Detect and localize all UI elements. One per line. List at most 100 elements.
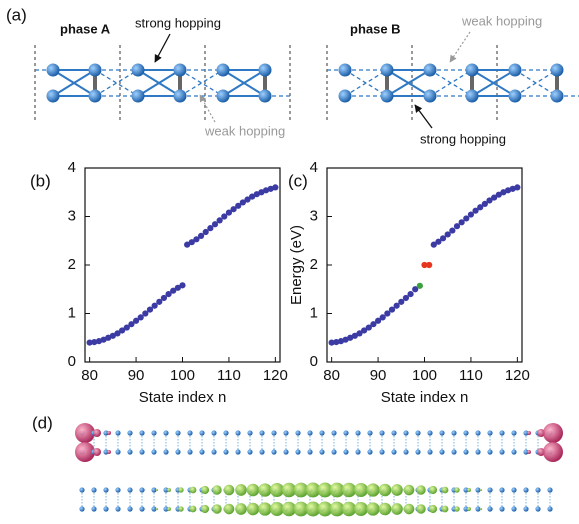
atom — [271, 430, 276, 435]
orbital — [467, 507, 471, 511]
atom — [307, 430, 312, 435]
x-tick-label: 120 — [263, 367, 288, 384]
orbital — [416, 504, 425, 513]
atom — [211, 449, 216, 454]
atom — [379, 449, 384, 454]
orbital — [379, 503, 392, 516]
atom — [235, 449, 240, 454]
atom — [103, 506, 108, 511]
atom — [499, 487, 504, 492]
panel-label: (c) — [288, 171, 308, 190]
atom — [427, 449, 432, 454]
orbital — [235, 484, 247, 496]
panel-label: (d) — [32, 413, 53, 432]
orbital — [391, 503, 403, 515]
y-tick-label: 1 — [68, 304, 76, 321]
orbital — [167, 488, 171, 492]
y-tick-label: 0 — [68, 353, 76, 370]
atom — [115, 506, 120, 511]
atom — [439, 430, 444, 435]
atom — [339, 64, 352, 77]
data-point — [179, 282, 185, 288]
atom — [79, 506, 84, 511]
atom — [259, 64, 272, 77]
atom — [91, 506, 96, 511]
orbital — [379, 484, 392, 497]
atom — [79, 487, 84, 492]
atom — [319, 430, 324, 435]
y-tick-label: 4 — [68, 159, 76, 176]
atom — [415, 430, 420, 435]
atom — [381, 64, 394, 77]
x-tick-label: 80 — [323, 367, 340, 384]
atom — [103, 487, 108, 492]
atom — [151, 430, 156, 435]
orbital — [354, 502, 368, 516]
annotation: strong hopping — [135, 15, 221, 30]
data-point — [272, 184, 278, 190]
atom — [91, 487, 96, 492]
orbital — [107, 450, 111, 454]
orbital — [212, 504, 221, 513]
orbital — [190, 487, 197, 494]
atom — [295, 449, 300, 454]
atom — [367, 430, 372, 435]
atom — [439, 449, 444, 454]
orbital — [224, 485, 235, 496]
orbital — [467, 488, 471, 492]
y-tick-label: 1 — [310, 304, 318, 321]
atom — [355, 449, 360, 454]
atom — [451, 449, 456, 454]
orbital — [258, 502, 271, 515]
orbital — [493, 509, 494, 510]
orbital — [212, 485, 221, 494]
atom — [451, 430, 456, 435]
orbital — [493, 490, 494, 491]
atom — [466, 90, 479, 103]
atom — [47, 64, 60, 77]
atom — [424, 64, 437, 77]
atom — [271, 449, 276, 454]
atom — [223, 430, 228, 435]
panel-label: (a) — [6, 5, 27, 24]
panel-label: (b) — [30, 171, 51, 190]
atom — [283, 430, 288, 435]
atom — [391, 430, 396, 435]
x-tick-label: 90 — [128, 367, 145, 384]
atom — [463, 449, 468, 454]
atom — [127, 430, 132, 435]
atom — [151, 449, 156, 454]
atom — [475, 430, 480, 435]
atom — [259, 430, 264, 435]
atom — [475, 487, 480, 492]
atom — [535, 487, 540, 492]
atom — [509, 64, 522, 77]
orbital — [543, 423, 563, 443]
atom — [199, 430, 204, 435]
orbital — [404, 485, 415, 496]
orbital — [366, 502, 379, 515]
atom — [343, 449, 348, 454]
atom — [511, 449, 516, 454]
atom — [139, 449, 144, 454]
orbital — [454, 487, 459, 492]
atom — [307, 449, 312, 454]
atom — [427, 430, 432, 435]
atom — [47, 90, 60, 103]
atom — [115, 487, 120, 492]
lattice-diagram — [35, 45, 579, 122]
data-point — [514, 184, 520, 190]
y-tick-label: 4 — [310, 159, 318, 176]
atom — [403, 430, 408, 435]
atom — [139, 430, 144, 435]
atom — [89, 90, 102, 103]
atom — [127, 487, 132, 492]
orbital — [224, 504, 235, 515]
orbital — [366, 483, 379, 496]
orbital — [480, 508, 482, 510]
orbital — [167, 507, 171, 511]
atom — [295, 430, 300, 435]
atom — [331, 449, 336, 454]
figure: (a) (b) (c) (d) phase A strong hopping w… — [0, 0, 579, 519]
atom — [551, 64, 564, 77]
